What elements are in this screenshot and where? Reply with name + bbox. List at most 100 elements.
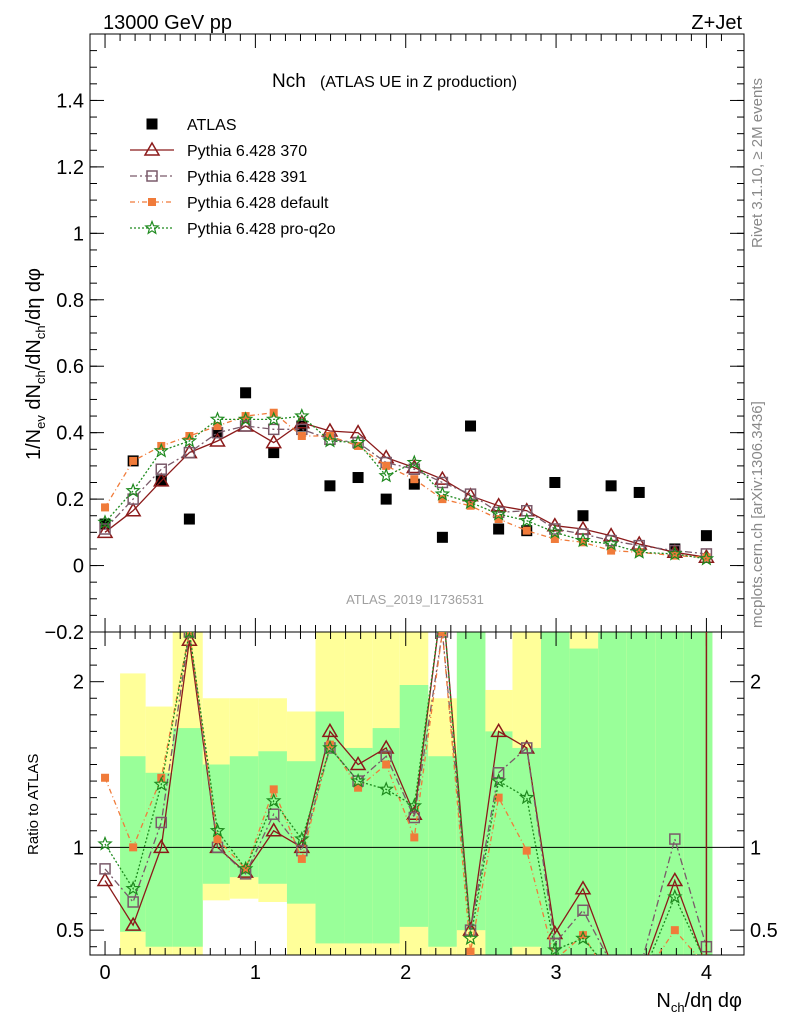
data-point-series-4 (181, 432, 198, 448)
ratio-point-series-3 (209, 822, 226, 838)
data-point-series-4 (631, 544, 647, 559)
ratio-y-tick-label: 1 (73, 837, 84, 859)
data-point-series-0 (577, 510, 589, 522)
legend-marker-0 (146, 118, 158, 130)
data-point-series-3 (438, 495, 447, 504)
data-point-series-2 (267, 423, 280, 436)
ratio-point-series-2 (607, 976, 615, 984)
green-band-bin (344, 747, 373, 944)
ratio-point-series-1 (634, 967, 644, 977)
ratio-line-3 (104, 632, 704, 955)
ratio-point-series-3 (153, 776, 169, 791)
ratio-point-series-2 (635, 979, 643, 987)
ratio-plot-frame (89, 631, 745, 956)
ratio-point-series-3 (265, 792, 282, 808)
ratio-point-series-2 (101, 773, 110, 782)
ratio-point-series-3 (575, 930, 591, 946)
data-point-series-4 (406, 454, 423, 470)
green-band-bin (258, 751, 287, 884)
data-point-series-4 (265, 411, 282, 426)
data-point-series-4 (350, 434, 366, 450)
green-band-bin (683, 632, 713, 955)
data-point-series-4 (378, 467, 395, 483)
data-point-series-2 (408, 463, 421, 475)
data-point-series-1 (152, 472, 170, 487)
data-point-series-4 (519, 512, 535, 528)
ratio-point-series-2 (325, 740, 334, 749)
data-point-series-4 (209, 411, 226, 426)
data-point-series-4 (575, 532, 591, 548)
data-point-series-4 (237, 411, 254, 426)
ratio-line-2 (104, 632, 698, 955)
axes-ticks: −0.2 0 0.2 0.4 0.6 0.8 1 1.2 1.4 0 1 2 3 4 0.5 0.5 1 1 2 2 (45, 34, 778, 984)
data-point-series-3 (670, 551, 679, 560)
ratio-point-series-1 (464, 924, 477, 936)
data-point-series-2 (99, 523, 111, 535)
top-y-tick-label: 0 (73, 556, 84, 578)
legend-label-4: Pythia 6.428 pro-q2o (187, 221, 336, 238)
mcplots-credit-label: mcplots.cern.ch [arXiv:1306.3436] (749, 401, 766, 628)
top-y-tick-label: 1 (73, 223, 84, 245)
ratio-line-0 (104, 632, 703, 955)
ratio-point-series-3 (237, 860, 254, 876)
ratio-point-series-0 (321, 722, 339, 738)
data-point-series-0 (352, 472, 364, 484)
data-point-series-3 (494, 515, 503, 524)
ratio-y-tick-label: 0.5 (56, 920, 84, 942)
ratio-point-series-3 (490, 772, 507, 788)
data-point-series-3 (101, 503, 110, 512)
data-point-series-3 (129, 456, 138, 465)
chart-title-main: Nch (272, 71, 306, 92)
data-point-series-4 (547, 524, 563, 539)
ratio-point-series-3 (605, 965, 617, 977)
ratio-point-series-2 (213, 835, 222, 844)
ratio-point-series-1 (155, 816, 168, 829)
data-point-series-1 (265, 434, 283, 449)
x-tick-label: 2 (400, 962, 411, 984)
legend-marker-2 (146, 170, 158, 182)
ratio-y-tick-label-right: 0.5 (750, 920, 778, 942)
ratio-point-series-3 (125, 880, 141, 896)
top-y-tick-label: −0.2 (45, 622, 84, 644)
ratio-point-series-1 (577, 904, 589, 917)
data-point-series-1 (209, 432, 226, 447)
data-point-series-1 (462, 487, 479, 502)
data-point-series-4 (153, 442, 169, 458)
ratio-y-tick-label-right: 1 (750, 837, 761, 859)
data-point-series-0 (380, 493, 392, 505)
data-point-series-2 (155, 463, 168, 475)
green-band-bin (485, 731, 513, 955)
ratio-point-series-2 (382, 760, 391, 769)
ratio-point-series-3 (294, 830, 310, 846)
data-point-series-1 (96, 523, 114, 539)
top-y-tick-label: 1.2 (56, 157, 84, 179)
ratio-y-tick-label: 2 (73, 672, 84, 694)
series-line-4 (104, 415, 707, 560)
data-point-series-1 (124, 502, 142, 517)
ratio-point-series-0 (666, 871, 684, 887)
ratio-point-series-3 (97, 835, 113, 851)
data-point-series-0 (324, 480, 336, 492)
ratio-point-series-3 (519, 789, 535, 805)
legend-marker-1 (143, 141, 161, 156)
ratio-point-series-2 (297, 854, 306, 863)
data-point-series-0 (296, 420, 308, 432)
data-point-series-3 (578, 538, 587, 547)
ratio-point-series-1 (127, 896, 139, 908)
green-band-bin (598, 632, 627, 955)
data-point-series-3 (410, 475, 419, 484)
top-y-axis-label: 1/Nev dNch/dNch/dη dφ (23, 268, 48, 460)
data-point-series-0 (605, 480, 617, 492)
data-point-series-4 (125, 482, 141, 498)
data-point-series-0 (465, 420, 477, 432)
top-y-tick-label: 0.4 (56, 423, 84, 445)
legend-label-1: Pythia 6.428 370 (187, 143, 307, 160)
ratio-point-series-3 (547, 941, 563, 955)
data-point-series-2 (183, 446, 196, 459)
ratio-point-series-3 (378, 781, 395, 796)
ratio-point-series-2 (129, 843, 138, 852)
green-band-bin (655, 632, 684, 955)
data-point-series-3 (213, 422, 222, 431)
ratio-point-series-0 (152, 838, 170, 854)
data-point-series-4 (667, 545, 683, 561)
